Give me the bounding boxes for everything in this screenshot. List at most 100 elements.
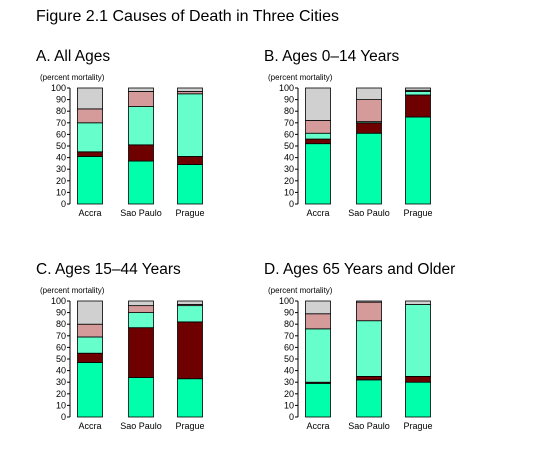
y-tick-label: 100 — [279, 296, 294, 306]
bar-segment — [177, 300, 203, 305]
panel-title: B. Ages 0–14 Years — [264, 48, 400, 65]
bar-segment — [305, 300, 331, 315]
bar-segment — [177, 93, 203, 157]
y-tick-label: 50 — [284, 141, 294, 151]
y-axis-label: (percent mortality) — [268, 73, 333, 82]
y-tick-label: 30 — [56, 164, 66, 174]
x-category-label: Sao Paulo — [348, 421, 390, 431]
y-tick-label: 10 — [56, 400, 66, 410]
x-category-label: Sao Paulo — [348, 208, 390, 218]
y-tick-label: 90 — [284, 95, 294, 105]
y-tick-label: 0 — [289, 412, 294, 422]
bar-segment — [356, 122, 382, 134]
bar-segment — [305, 382, 331, 418]
y-tick-label: 30 — [56, 377, 66, 387]
bar-segment — [177, 87, 203, 92]
bar-segment — [128, 91, 154, 107]
y-axis-label: (percent mortality) — [268, 286, 333, 295]
bar-segment — [128, 106, 154, 146]
bar-segment — [356, 379, 382, 418]
bar-segment — [405, 300, 431, 305]
bar-segment — [405, 116, 431, 205]
bar-segment — [356, 320, 382, 377]
y-tick-label: 80 — [284, 106, 294, 116]
panel-title: C. Ages 15–44 Years — [36, 261, 181, 278]
y-tick-label: 20 — [284, 176, 294, 186]
bar-segment — [177, 378, 203, 418]
bar-segment — [128, 327, 154, 378]
y-tick-label: 40 — [56, 366, 66, 376]
y-tick-label: 90 — [284, 308, 294, 318]
bar-segment — [77, 362, 103, 418]
bar-segment — [356, 300, 382, 303]
y-tick-label: 40 — [284, 153, 294, 163]
bar-segment — [356, 301, 382, 322]
panel-title: D. Ages 65 Years and Older — [264, 261, 456, 278]
y-tick-label: 60 — [284, 129, 294, 139]
bar-segment — [128, 305, 154, 313]
chart-panel-ages-15-44: C. Ages 15–44 Years (percent mortality) … — [36, 261, 276, 456]
bar-segment — [305, 132, 331, 140]
y-tick-label: 60 — [284, 342, 294, 352]
y-tick-label: 70 — [56, 118, 66, 128]
x-category-label: Accra — [306, 421, 329, 431]
bar-segment — [356, 87, 382, 100]
bar-segment — [128, 300, 154, 307]
bar-segment — [305, 120, 331, 134]
x-category-label: Sao Paulo — [120, 208, 162, 218]
y-axis-label: (percent mortality) — [40, 286, 105, 295]
bar-segment — [77, 323, 103, 338]
y-tick-label: 100 — [51, 83, 66, 93]
y-tick-label: 10 — [284, 400, 294, 410]
bar-segment — [77, 336, 103, 354]
y-tick-label: 10 — [56, 187, 66, 197]
y-tick-label: 0 — [289, 199, 294, 209]
y-tick-label: 60 — [56, 342, 66, 352]
y-tick-label: 100 — [51, 296, 66, 306]
y-tick-label: 40 — [284, 366, 294, 376]
x-category-label: Sao Paulo — [120, 421, 162, 431]
chart-panel-ages-65-plus: D. Ages 65 Years and Older (percent mort… — [264, 261, 504, 456]
bar-segment — [177, 305, 203, 323]
bar-segment — [77, 156, 103, 205]
bar-segment — [128, 312, 154, 329]
bar-segment — [128, 144, 154, 162]
figure-title: Figure 2.1 Causes of Death in Three Citi… — [36, 8, 339, 25]
chart-panel-all-ages: A. All Ages (percent mortality) 0 10 20 30 4… — [36, 48, 276, 243]
bar-segment — [177, 156, 203, 165]
y-tick-label: 50 — [56, 141, 66, 151]
bar-segment — [77, 87, 103, 110]
panel-title: A. All Ages — [36, 48, 111, 65]
bar-segment — [405, 381, 431, 418]
bar-segment — [128, 160, 154, 205]
bar-segment — [77, 122, 103, 153]
x-category-label: Accra — [306, 208, 329, 218]
bar-segment — [77, 151, 103, 157]
y-tick-label: 10 — [284, 187, 294, 197]
bar-segment — [405, 87, 431, 91]
x-category-label: Prague — [403, 421, 432, 431]
y-tick-label: 40 — [56, 153, 66, 163]
bar-segment — [356, 132, 382, 205]
x-category-label: Accra — [78, 421, 101, 431]
y-tick-label: 80 — [56, 319, 66, 329]
bar-segment — [356, 99, 382, 123]
y-tick-label: 70 — [284, 331, 294, 341]
y-tick-label: 60 — [56, 129, 66, 139]
y-tick-label: 90 — [56, 308, 66, 318]
bar-segment — [77, 108, 103, 124]
y-tick-label: 20 — [284, 389, 294, 399]
bar-segment — [405, 91, 431, 96]
y-tick-label: 70 — [56, 331, 66, 341]
bar-segment — [77, 300, 103, 325]
y-tick-label: 50 — [284, 354, 294, 364]
bar-segment — [305, 143, 331, 205]
x-category-label: Prague — [403, 208, 432, 218]
y-axis-label: (percent mortality) — [40, 73, 105, 82]
bar-segment — [177, 321, 203, 380]
bar-segment — [128, 377, 154, 418]
